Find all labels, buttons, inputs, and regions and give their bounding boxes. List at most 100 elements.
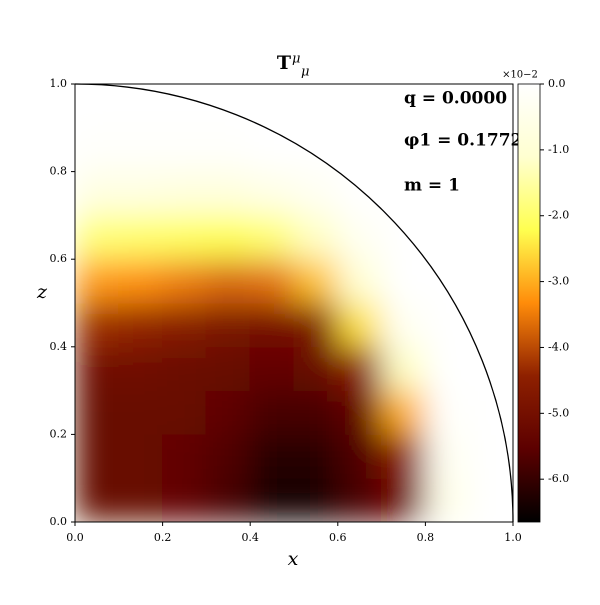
heat-cell <box>293 258 339 304</box>
heat-cell <box>249 171 295 216</box>
heat-cell <box>118 127 164 173</box>
heat-cell <box>118 433 164 479</box>
plot-frame <box>74 83 514 523</box>
heat-cell <box>75 346 120 392</box>
heat-cell <box>162 390 207 435</box>
heat-cell <box>205 214 251 260</box>
heat-cell <box>75 214 120 260</box>
heat-cell <box>162 171 207 216</box>
heat-cell <box>118 390 164 435</box>
heat-cell <box>205 127 251 173</box>
annotation: φ1 = 0.1772 <box>404 131 522 151</box>
annotation: m = 1 <box>404 176 460 196</box>
heat-cell <box>162 258 207 304</box>
heat-cell <box>205 302 251 348</box>
chart-title: T <box>277 52 291 74</box>
x-tick-label: 1.0 <box>504 531 522 544</box>
heat-cell <box>118 346 164 392</box>
heat-cell <box>381 214 426 260</box>
heat-cell <box>337 302 383 348</box>
heat-cell <box>205 477 251 522</box>
heat-cell <box>205 433 251 479</box>
heat-cell <box>118 258 164 304</box>
x-tick-label: 0.4 <box>241 531 259 544</box>
x-tick-label: 0.8 <box>417 531 435 544</box>
colorbar-tick-label: -6.0 <box>548 472 569 485</box>
heat-cell <box>162 84 207 129</box>
heat-cell <box>424 258 470 304</box>
x-tick-label: 0.6 <box>329 531 347 544</box>
colorbar-tick-label: -3.0 <box>548 275 569 288</box>
heat-cell <box>381 433 426 479</box>
heat-cell <box>468 258 513 304</box>
heat-cell <box>249 433 295 479</box>
heat-cell <box>293 433 339 479</box>
heat-cell <box>381 390 426 435</box>
heat-cell <box>75 302 120 348</box>
heat-cell <box>293 390 339 435</box>
heat-cell <box>293 477 339 522</box>
heat-cell <box>293 214 339 260</box>
heat-cell <box>293 302 339 348</box>
heat-cell <box>293 346 339 392</box>
heat-cell <box>249 258 295 304</box>
x-tick-label: 0.2 <box>154 531 172 544</box>
heat-cell <box>118 171 164 216</box>
y-tick-label: 0.4 <box>50 340 68 353</box>
heat-cell <box>381 477 426 522</box>
colorbar-tick-label: -5.0 <box>548 406 569 419</box>
heat-cell <box>249 127 295 173</box>
heat-cell <box>424 433 470 479</box>
heat-cell <box>205 171 251 216</box>
y-axis-label: z <box>36 281 48 303</box>
annotation: q = 0.0000 <box>404 89 507 109</box>
heat-cell <box>75 84 120 129</box>
heat-cell <box>75 433 120 479</box>
heat-cell <box>381 302 426 348</box>
heat-cell <box>337 84 383 129</box>
y-tick-label: 0.2 <box>50 427 68 440</box>
heat-cell <box>468 433 513 479</box>
heat-cell <box>337 390 383 435</box>
heat-cell <box>424 477 470 522</box>
heat-cell <box>468 171 513 216</box>
heat-cell <box>249 214 295 260</box>
heat-cell <box>118 214 164 260</box>
x-axis-label: x <box>288 548 299 570</box>
colorbar-tick-label: -1.0 <box>548 143 569 156</box>
heat-cell <box>424 214 470 260</box>
y-tick-label: 0.8 <box>50 165 68 178</box>
heat-cell <box>249 477 295 522</box>
title-sub: μ <box>301 65 309 80</box>
heat-cell <box>162 127 207 173</box>
colorbar <box>517 83 541 523</box>
heat-cell <box>249 390 295 435</box>
heat-cell <box>249 346 295 392</box>
heat-cell <box>205 390 251 435</box>
heat-cell <box>337 214 383 260</box>
heat-cell <box>118 302 164 348</box>
heat-cell <box>205 258 251 304</box>
y-tick-label: 0.6 <box>50 252 68 265</box>
heat-cell <box>75 127 120 173</box>
heat-cell <box>162 433 207 479</box>
heat-cell <box>468 477 513 522</box>
heat-cell <box>162 477 207 522</box>
y-tick-label: 0.0 <box>50 515 68 528</box>
heat-cell <box>205 346 251 392</box>
heat-cell <box>162 302 207 348</box>
heat-cell <box>75 258 120 304</box>
heat-cell <box>75 390 120 435</box>
heat-cell <box>337 258 383 304</box>
heat-cell <box>424 390 470 435</box>
colorbar-tick-label: -4.0 <box>548 340 569 353</box>
heat-cell <box>381 346 426 392</box>
heat-cell <box>424 302 470 348</box>
heat-cell <box>75 171 120 216</box>
heat-cell <box>337 127 383 173</box>
heat-cell <box>75 477 120 522</box>
boundary-arc <box>74 83 514 523</box>
heat-cell <box>468 214 513 260</box>
heat-cell <box>468 302 513 348</box>
